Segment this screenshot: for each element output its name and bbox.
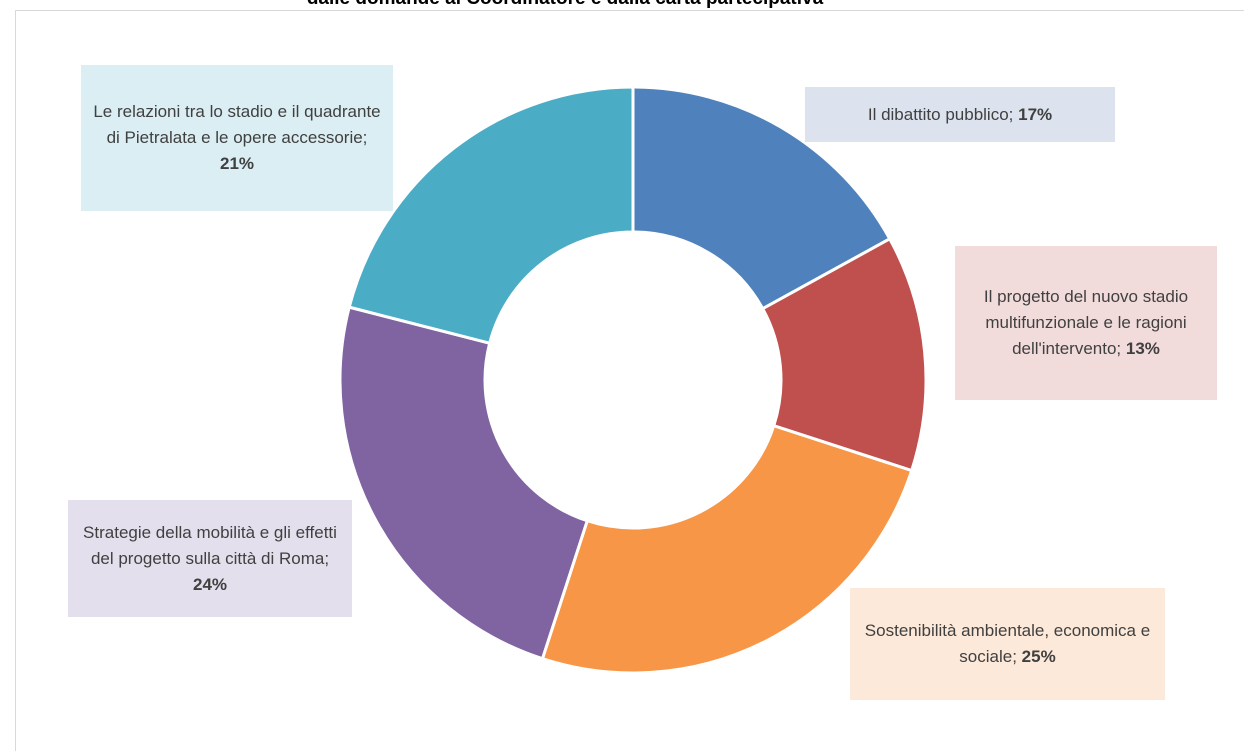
chart-frame: [15, 10, 1244, 751]
donut-slice: [631, 85, 892, 311]
data-label: Le relazioni tra lo stadio e il quadrant…: [81, 65, 393, 211]
label-text: Le relazioni tra lo stadio e il quadrant…: [91, 99, 383, 177]
data-label: Sostenibilità ambientale, economica e so…: [850, 588, 1165, 700]
label-text: Sostenibilità ambientale, economica e so…: [860, 618, 1155, 670]
chart-title: dalle domande al Coordinatore e dalla ca…: [0, 0, 1130, 10]
value-label: 13%: [1125, 339, 1160, 358]
donut-slice: [347, 85, 635, 346]
value-label: 17%: [1018, 104, 1053, 124]
value-label: 21%: [219, 154, 255, 173]
category-name: Le relazioni tra lo stadio e il quadrant…: [93, 102, 381, 147]
label-text: Strategie della mobilità e gli effetti d…: [78, 520, 342, 598]
category-name: Strategie della mobilità e gli effetti d…: [83, 522, 337, 568]
donut-slice: [540, 423, 914, 675]
data-label: Il dibattito pubblico; 17%: [805, 87, 1115, 142]
data-label: Il progetto del nuovo stadio multifunzio…: [955, 246, 1217, 400]
label-text: Il progetto del nuovo stadio multifunzio…: [965, 284, 1207, 362]
donut-slice: [338, 305, 590, 661]
label-text: Il dibattito pubblico; 17%: [868, 102, 1052, 128]
category-name: Sostenibilità ambientale, economica e so…: [864, 621, 1151, 666]
value-label: 24%: [192, 574, 228, 594]
data-label: Strategie della mobilità e gli effetti d…: [68, 500, 352, 617]
category-name: Il dibattito pubblico;: [867, 104, 1014, 124]
donut-slice: [760, 236, 928, 473]
value-label: 25%: [1021, 647, 1056, 666]
category-name: Il progetto del nuovo stadio multifunzio…: [983, 287, 1189, 358]
